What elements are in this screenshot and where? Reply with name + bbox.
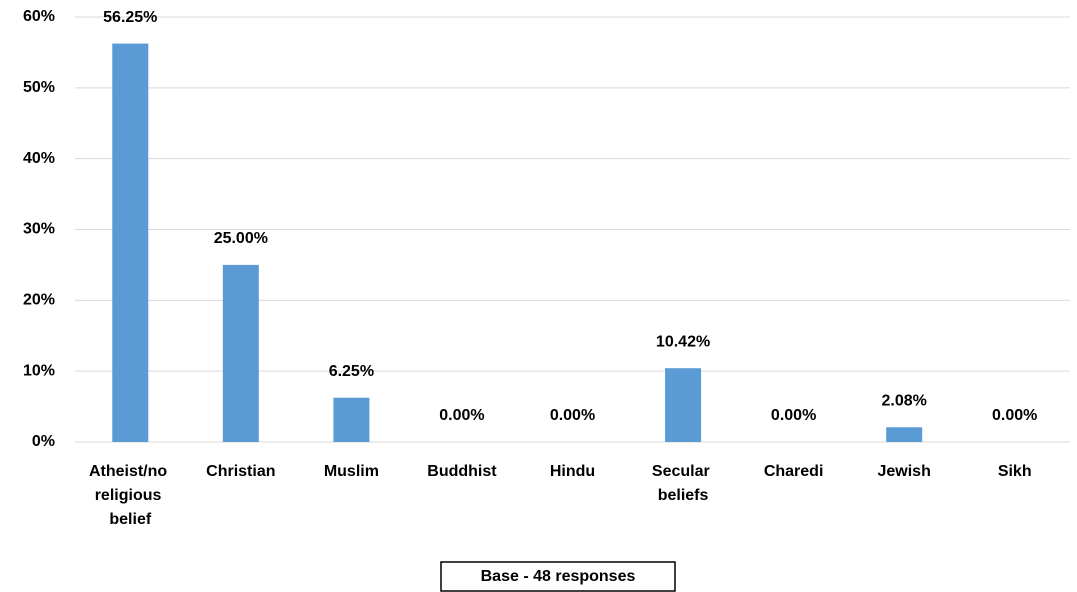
x-tick-label: Jewish (877, 463, 930, 480)
data-label: 2.08% (881, 392, 926, 409)
bar (112, 43, 149, 442)
data-label: 0.00% (439, 407, 484, 424)
bar (886, 427, 923, 442)
x-tick-label: Atheist/no religious belief (89, 463, 172, 528)
y-tick-label: 10% (23, 362, 55, 379)
x-tick-label: Sikh (998, 463, 1032, 480)
x-tick-label: Hindu (550, 463, 595, 480)
data-label: 6.25% (329, 363, 374, 380)
x-tick-label: Christian (206, 463, 275, 480)
y-tick-label: 50% (23, 79, 55, 96)
data-label: 10.42% (656, 333, 710, 350)
y-tick-label: 60% (23, 8, 55, 25)
x-tick-label: Muslim (324, 463, 379, 480)
data-label: 0.00% (992, 407, 1037, 424)
bar (333, 397, 370, 442)
bar (222, 264, 259, 442)
bar (665, 368, 702, 442)
x-tick-label: Buddhist (427, 463, 497, 480)
x-tick-label: Charedi (764, 463, 824, 480)
y-tick-label: 40% (23, 150, 55, 167)
annotation-box (440, 561, 676, 592)
annotation: Base - 48 responses (481, 568, 636, 585)
data-label: 0.00% (550, 407, 595, 424)
data-label: 25.00% (214, 230, 268, 247)
y-tick-label: 0% (32, 433, 55, 450)
y-tick-label: 20% (23, 292, 55, 309)
y-tick-label: 30% (23, 221, 55, 238)
data-label: 0.00% (771, 407, 816, 424)
x-tick-label: Secular beliefs (652, 463, 714, 504)
data-label: 56.25% (103, 9, 157, 26)
